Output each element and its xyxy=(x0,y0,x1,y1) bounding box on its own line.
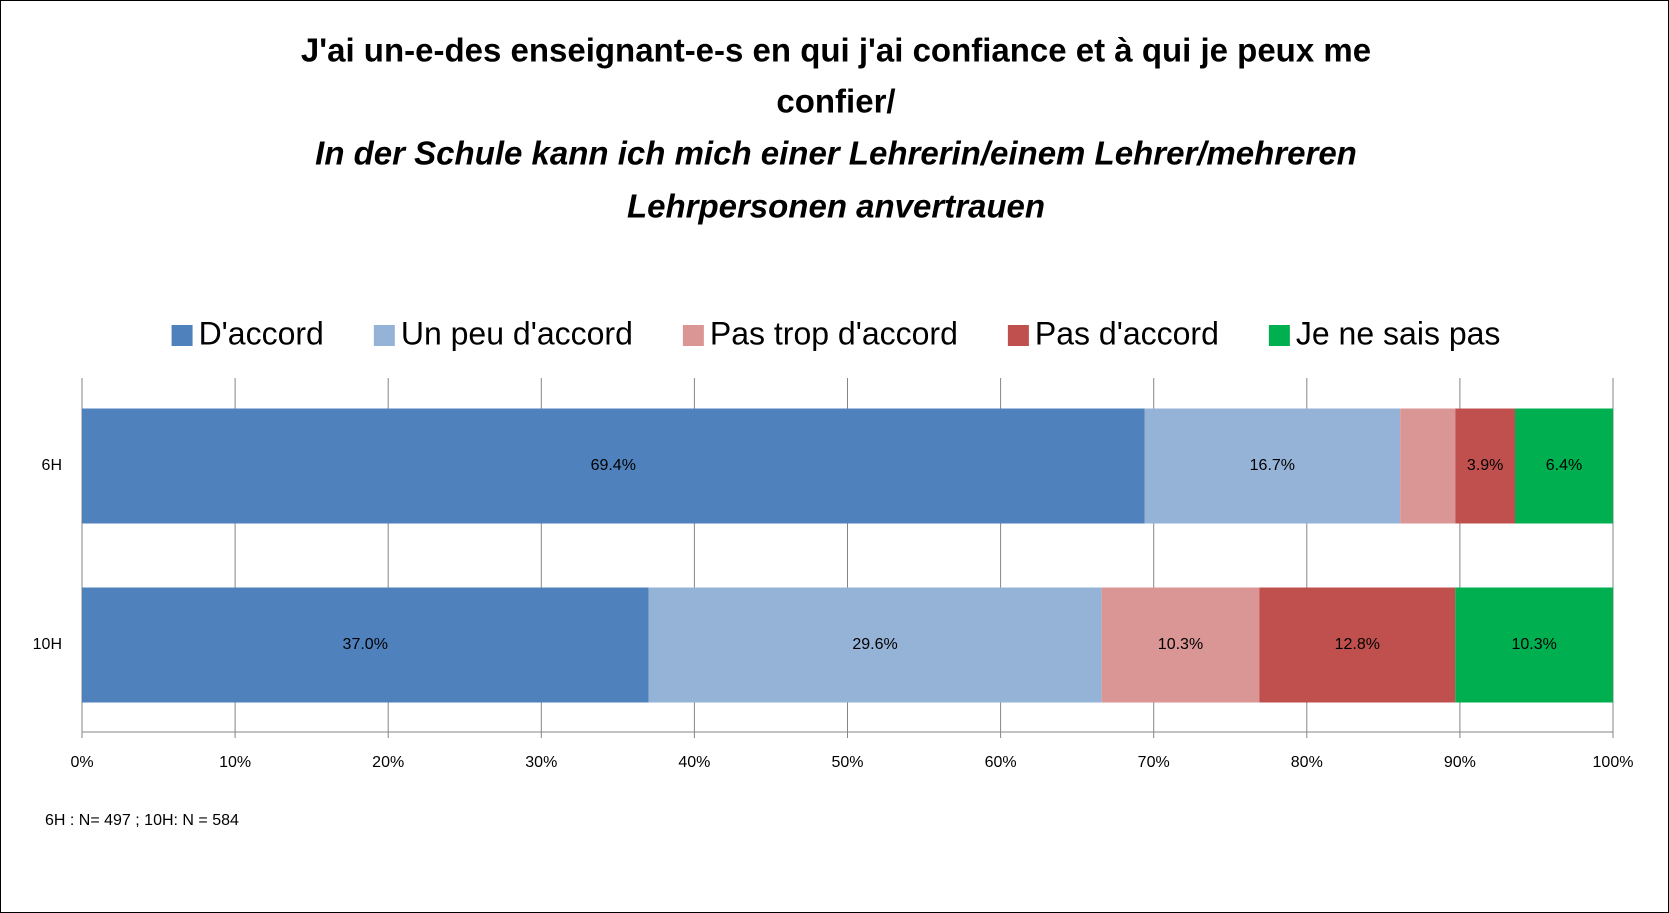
legend-label: Pas d'accord xyxy=(1035,315,1219,351)
y-tick-label: 6H xyxy=(42,457,62,474)
bar-segment xyxy=(1144,408,1401,524)
x-tick-label: 90% xyxy=(1444,754,1476,771)
x-tick-label: 80% xyxy=(1291,754,1323,771)
legend-swatch xyxy=(1007,325,1029,346)
x-tick-label: 50% xyxy=(831,754,863,771)
bar-segment xyxy=(1101,587,1260,703)
legend-swatch xyxy=(171,325,193,346)
bar-segment xyxy=(82,408,1145,524)
legend-label: Je ne sais pas xyxy=(1296,315,1501,351)
chart-title: Lehrpersonen anvertrauen xyxy=(627,188,1045,225)
legend-label: Pas trop d'accord xyxy=(710,315,958,351)
x-tick-label: 0% xyxy=(70,754,93,771)
legend-swatch xyxy=(1268,325,1290,346)
chart-title: confier/ xyxy=(776,83,895,120)
bar-segment xyxy=(82,587,649,703)
value-label: 12.8% xyxy=(1335,636,1380,653)
value-label: 69.4% xyxy=(591,457,636,474)
value-label: 16.7% xyxy=(1250,457,1295,474)
x-tick-label: 100% xyxy=(1593,754,1634,771)
value-label: 10.3% xyxy=(1158,636,1203,653)
bar-segment xyxy=(1455,408,1516,524)
x-tick-label: 10% xyxy=(219,754,251,771)
value-label: 37.0% xyxy=(343,636,388,653)
chart-title: In der Schule kann ich mich einer Lehrer… xyxy=(315,135,1357,172)
x-tick-label: 70% xyxy=(1138,754,1170,771)
y-tick-label: 10H xyxy=(33,636,62,653)
value-label: 6.4% xyxy=(1546,457,1582,474)
x-tick-label: 30% xyxy=(525,754,557,771)
x-tick-label: 40% xyxy=(678,754,710,771)
bar-segment xyxy=(1455,587,1613,703)
legend-swatch xyxy=(682,325,704,346)
bar-segment xyxy=(1259,587,1456,703)
legend-label: D'accord xyxy=(199,315,324,351)
value-label: 29.6% xyxy=(852,636,897,653)
value-label: 10.3% xyxy=(1511,636,1556,653)
legend-label: Un peu d'accord xyxy=(401,315,633,351)
footnote: 6H : N= 497 ; 10H: N = 584 xyxy=(45,812,239,829)
x-tick-label: 20% xyxy=(372,754,404,771)
bar-segment xyxy=(1400,408,1456,524)
x-tick-label: 60% xyxy=(985,754,1017,771)
bar-segment xyxy=(648,587,1102,703)
value-label: 3.9% xyxy=(1467,457,1503,474)
legend-swatch xyxy=(373,325,395,346)
bar-segment xyxy=(1515,408,1613,524)
chart-title: J'ai un-e-des enseignant-e-s en qui j'ai… xyxy=(301,32,1371,69)
